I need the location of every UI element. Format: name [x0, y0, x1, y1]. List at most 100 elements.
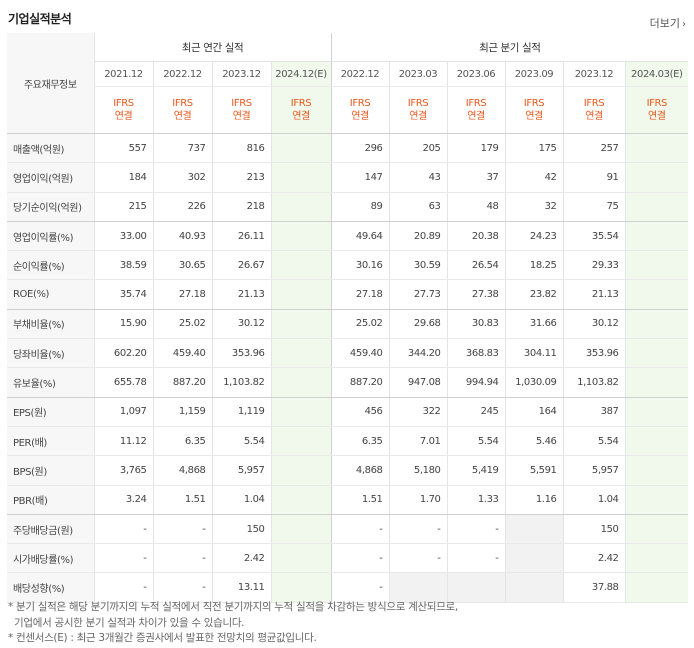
table-cell: [270, 455, 331, 486]
table-cell: 25.02: [330, 309, 389, 340]
table-cell: 368.83: [446, 338, 505, 369]
ifrs-label: IFRS 연결: [152, 86, 212, 134]
footnotes: * 분기 실적은 해당 분기까지의 누적 실적에서 직전 분기까지의 누적 실적…: [8, 600, 458, 647]
table-cell: 1,097: [93, 397, 153, 427]
ifrs-text: IFRS: [113, 98, 134, 109]
table-cell: 11.12: [93, 426, 153, 457]
table-row: PBR(배) 3.24 1.51 1.04 1.51 1.70 1.33 1.16 1.04: [7, 485, 689, 515]
period-label: 2023.09: [514, 68, 554, 80]
table-cell: 18.25: [504, 250, 563, 281]
table-cell: 5,957: [211, 455, 271, 486]
table-cell: 5.54: [446, 426, 505, 457]
table-cell: [270, 221, 331, 252]
table-cell: [624, 514, 689, 545]
table-cell: -: [330, 514, 389, 545]
table-cell: [270, 279, 331, 310]
more-label: 더보기: [649, 17, 680, 30]
table-cell: 20.38: [446, 221, 505, 252]
table-cell: [624, 367, 689, 398]
table-cell: -: [93, 514, 153, 545]
table-cell: [270, 250, 331, 281]
table-cell: 304.11: [504, 338, 563, 369]
table-cell: -: [388, 543, 447, 574]
ifrs-label: IFRS 연결: [93, 86, 153, 134]
table-cell: -: [330, 543, 389, 574]
ifrs-text: IFRS: [290, 98, 312, 109]
table-cell: 205: [388, 133, 447, 164]
table-cell: 5,180: [388, 455, 447, 486]
table-cell: [624, 485, 689, 515]
table-cell: 38.59: [93, 250, 153, 281]
table-cell: [624, 279, 689, 310]
table-cell: [624, 162, 689, 193]
ifrs-label: IFRS 연결: [270, 86, 331, 134]
period-header: 2023.03: [388, 61, 447, 87]
ifrs-text: IFRS: [583, 98, 605, 109]
table-cell: 35.74: [93, 279, 153, 310]
table-cell: 1,159: [152, 397, 212, 427]
row-label: 당기순이익(억원): [7, 192, 94, 222]
table-row: BPS(원) 3,765 4,868 5,957 4,868 5,180 5,419 5,59…: [7, 455, 689, 486]
table-cell: 3,765: [93, 455, 153, 486]
table-cell: -: [152, 543, 212, 574]
period-label: 2021.12: [104, 68, 143, 80]
period-header: 2023.12: [211, 61, 271, 87]
table-cell: 89: [330, 192, 389, 222]
table-cell: 27.18: [152, 279, 212, 310]
table-row: PER(배) 11.12 6.35 5.54 6.35 7.01 5.54 5.46 5.54: [7, 426, 689, 457]
table-cell: 26.67: [211, 250, 271, 281]
table-row: EPS(원) 1,097 1,159 1,119 456 322 245 164 387: [7, 397, 689, 427]
period-header: 2023.12: [562, 61, 625, 87]
more-link[interactable]: 더보기 ›: [650, 15, 686, 31]
table-cell: 5,591: [504, 455, 563, 486]
table-cell: 24.23: [504, 221, 563, 252]
table-cell: 213: [211, 162, 271, 193]
table-cell: 226: [152, 192, 212, 222]
row-label: PER(배): [7, 426, 94, 457]
table-row: 주당배당금(원) - -150- - -150: [7, 514, 689, 545]
table-cell: [270, 514, 331, 545]
table-cell: 387: [562, 397, 625, 427]
table-cell: [270, 426, 331, 457]
table-cell: [270, 543, 331, 574]
table-cell: [270, 397, 331, 427]
table-cell: 27.18: [330, 279, 389, 310]
table-cell: 1,103.82: [211, 367, 271, 398]
table-cell: 344.20: [388, 338, 447, 369]
footnote-3: * 컨센서스(E) : 최근 3개월간 증권사에서 발표한 전망치의 평균값입니…: [8, 632, 317, 644]
table-cell: 150: [211, 514, 271, 545]
consolidated-text: 연결: [409, 111, 427, 122]
period-label: 2023.06: [456, 68, 496, 80]
table-cell: [624, 397, 689, 427]
consolidated-text: 연결: [647, 111, 666, 122]
table-cell: 25.02: [152, 309, 212, 340]
row-label: 시가배당률(%): [7, 543, 94, 574]
row-label: PBR(배): [7, 485, 94, 515]
table-cell: 21.13: [562, 279, 625, 310]
table-cell: [624, 192, 689, 222]
table-cell: 31.66: [504, 309, 563, 340]
table-cell: 257: [562, 133, 625, 164]
table-cell: 179: [446, 133, 505, 164]
table-cell: 5.46: [504, 426, 563, 457]
row-label: BPS(원): [7, 455, 94, 486]
row-label: ROE(%): [7, 279, 94, 310]
table-cell: [504, 514, 563, 545]
row-label: 당좌비율(%): [7, 338, 94, 369]
table-row: 유보율(%) 655.78 887.20 1,103.82 887.20 947.08 99…: [7, 367, 689, 398]
table-cell: [624, 455, 689, 486]
table-cell: 21.13: [211, 279, 271, 310]
ifrs-text: IFRS: [407, 98, 429, 109]
table-cell: -: [330, 572, 389, 603]
table-row: ROE(%) 35.74 27.18 21.13 27.18 27.73 27.38 23.8…: [7, 279, 689, 310]
table-cell: 737: [152, 133, 212, 164]
table-cell: [270, 367, 331, 398]
table-cell: 30.12: [211, 309, 271, 340]
table-cell: 48: [446, 192, 505, 222]
table-cell: 5.54: [562, 426, 625, 457]
ifrs-text: IFRS: [646, 98, 668, 109]
table-row: 배당성향(%) - -13.11-37.88: [7, 572, 689, 603]
table-cell: 1,119: [211, 397, 271, 427]
table-cell: 184: [93, 162, 153, 193]
table-cell: [624, 543, 689, 574]
